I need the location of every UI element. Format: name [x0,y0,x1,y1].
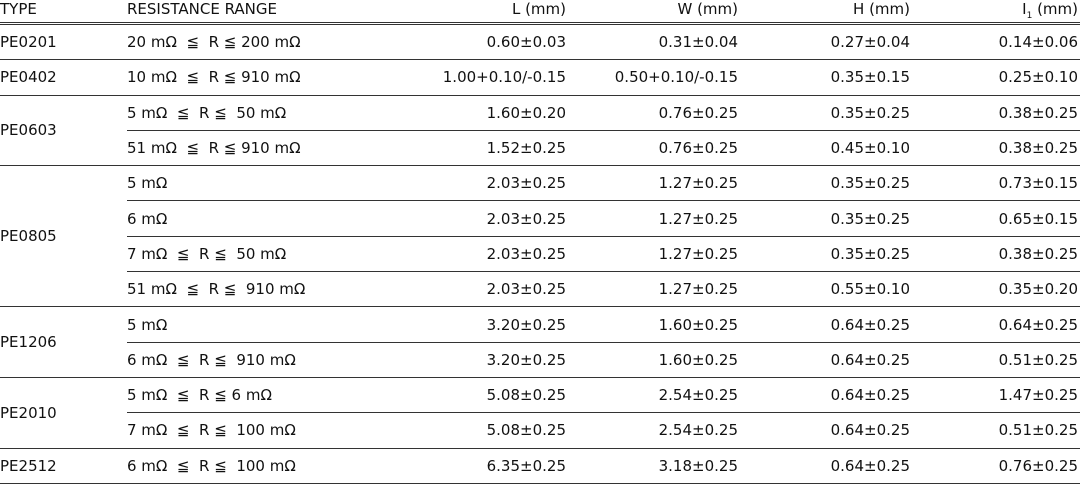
i-cell: 0.35±0.20 [912,271,1080,308]
w-cell: 0.31±0.04 [568,23,740,61]
h-cell: 0.35±0.25 [740,200,912,237]
range-cell: 20 mΩ ≦ R ≦ 200 mΩ [127,23,387,61]
range-cell: 10 mΩ ≦ R ≦ 910 mΩ [127,59,387,96]
range-cell: 5 mΩ [127,165,387,202]
l-cell: 2.03±0.25 [387,165,568,202]
i-cell: 0.38±0.25 [912,95,1080,131]
range-cell: 6 mΩ ≦ R ≦ 910 mΩ [127,342,387,378]
i-cell: 0.38±0.25 [912,130,1080,167]
type-cell: PE0402 [0,59,127,96]
header-w: W (mm) [568,0,740,25]
i-cell: 0.76±0.25 [912,448,1080,484]
h-cell: 0.35±0.25 [740,165,912,202]
range-cell: 5 mΩ ≦ R ≦ 6 mΩ [127,377,387,414]
table-row: 7 mΩ ≦ R ≦ 100 mΩ 5.08±0.25 2.54±0.25 0.64±… [0,412,1080,449]
table-row: PE0402 10 mΩ ≦ R ≦ 910 mΩ 1.00+0.10/-0.15 0… [0,59,1080,96]
w-cell: 1.60±0.25 [568,306,740,343]
h-cell: 0.55±0.10 [740,271,912,308]
w-cell: 2.54±0.25 [568,412,740,449]
l-cell: 3.20±0.25 [387,342,568,378]
table-row: 7 mΩ ≦ R ≦ 50 mΩ 2.03±0.25 1.27±0.25 0.35±0… [0,236,1080,273]
range-cell: 51 mΩ ≦ R ≦ 910 mΩ [127,130,387,167]
i-cell: 0.51±0.25 [912,342,1080,378]
w-cell: 1.60±0.25 [568,342,740,378]
header-i-unit: (mm) [1032,0,1078,18]
header-resistance-range: RESISTANCE RANGE [127,0,387,25]
header-l: L (mm) [387,0,568,25]
w-cell: 0.76±0.25 [568,95,740,131]
type-cell: PE2512 [0,448,127,484]
l-cell: 1.00+0.10/-0.15 [387,59,568,96]
header-i-subscript: 1 [1026,11,1033,21]
w-cell: 1.27±0.25 [568,271,740,308]
type-cell: PE0201 [0,23,127,61]
i-cell: 0.73±0.15 [912,165,1080,202]
h-cell: 0.35±0.25 [740,95,912,131]
header-row: TYPE RESISTANCE RANGE L (mm) W (mm) H (m… [0,0,1080,25]
w-cell: 2.54±0.25 [568,377,740,414]
l-cell: 2.03±0.25 [387,236,568,273]
w-cell: 1.27±0.25 [568,200,740,237]
range-cell: 6 mΩ ≦ R ≦ 100 mΩ [127,448,387,484]
h-cell: 0.35±0.15 [740,59,912,96]
type-cell: PE2010 [0,377,127,449]
h-cell: 0.64±0.25 [740,448,912,484]
l-cell: 6.35±0.25 [387,448,568,484]
range-cell: 5 mΩ [127,306,387,343]
l-cell: 3.20±0.25 [387,306,568,343]
i-cell: 0.65±0.15 [912,200,1080,237]
i-cell: 1.47±0.25 [912,377,1080,414]
i-cell: 0.51±0.25 [912,412,1080,449]
table-row: PE0805 5 mΩ 2.03±0.25 1.27±0.25 0.35±0.25 0.7… [0,165,1080,308]
table-row: PE0603 5 mΩ ≦ R ≦ 50 mΩ 1.60±0.20 0.76±0.25… [0,95,1080,167]
table-row: PE0201 20 mΩ ≦ R ≦ 200 mΩ 0.60±0.03 0.31±0.… [0,23,1080,61]
range-cell: 5 mΩ ≦ R ≦ 50 mΩ [127,95,387,131]
header-type: TYPE [0,0,127,25]
l-cell: 1.52±0.25 [387,130,568,167]
h-cell: 0.27±0.04 [740,23,912,61]
type-cell: PE1206 [0,306,127,378]
table-row: 51 mΩ ≦ R ≦ 910 mΩ 2.03±0.25 1.27±0.25 0.55… [0,271,1080,308]
h-cell: 0.64±0.25 [740,306,912,343]
i-cell: 0.38±0.25 [912,236,1080,273]
w-cell: 1.27±0.25 [568,165,740,202]
range-cell: 7 mΩ ≦ R ≦ 100 mΩ [127,412,387,449]
range-cell: 6 mΩ [127,200,387,237]
header-i-label: I [1022,0,1027,18]
w-cell: 0.76±0.25 [568,130,740,167]
table-row: PE2010 5 mΩ ≦ R ≦ 6 mΩ 5.08±0.25 2.54±0.25 0… [0,377,1080,449]
range-cell: 51 mΩ ≦ R ≦ 910 mΩ [127,271,387,308]
h-cell: 0.64±0.25 [740,377,912,414]
h-cell: 0.64±0.25 [740,412,912,449]
header-h: H (mm) [740,0,912,25]
i-cell: 0.14±0.06 [912,23,1080,61]
table-row: 51 mΩ ≦ R ≦ 910 mΩ 1.52±0.25 0.76±0.25 0.45… [0,130,1080,167]
l-cell: 2.03±0.25 [387,200,568,237]
table-row: 6 mΩ ≦ R ≦ 910 mΩ 3.20±0.25 1.60±0.25 0.64±… [0,342,1080,378]
l-cell: 1.60±0.20 [387,95,568,131]
w-cell: 3.18±0.25 [568,448,740,484]
i-cell: 0.25±0.10 [912,59,1080,96]
type-cell: PE0805 [0,165,127,308]
range-cell: 7 mΩ ≦ R ≦ 50 mΩ [127,236,387,273]
w-cell: 1.27±0.25 [568,236,740,273]
l-cell: 2.03±0.25 [387,271,568,308]
l-cell: 5.08±0.25 [387,377,568,414]
l-cell: 5.08±0.25 [387,412,568,449]
table-row: 6 mΩ 2.03±0.25 1.27±0.25 0.35±0.25 0.65±0.15 [0,200,1080,237]
i-cell: 0.64±0.25 [912,306,1080,343]
w-cell: 0.50+0.10/-0.15 [568,59,740,96]
header-i: I1 (mm) [912,0,1080,25]
type-cell: PE0603 [0,95,127,167]
table-row: PE1206 5 mΩ 3.20±0.25 1.60±0.25 0.64±0.25 0.6… [0,306,1080,378]
h-cell: 0.64±0.25 [740,342,912,378]
h-cell: 0.45±0.10 [740,130,912,167]
table-row: PE2512 6 mΩ ≦ R ≦ 100 mΩ 6.35±0.25 3.18±0.2… [0,448,1080,484]
l-cell: 0.60±0.03 [387,23,568,61]
h-cell: 0.35±0.25 [740,236,912,273]
